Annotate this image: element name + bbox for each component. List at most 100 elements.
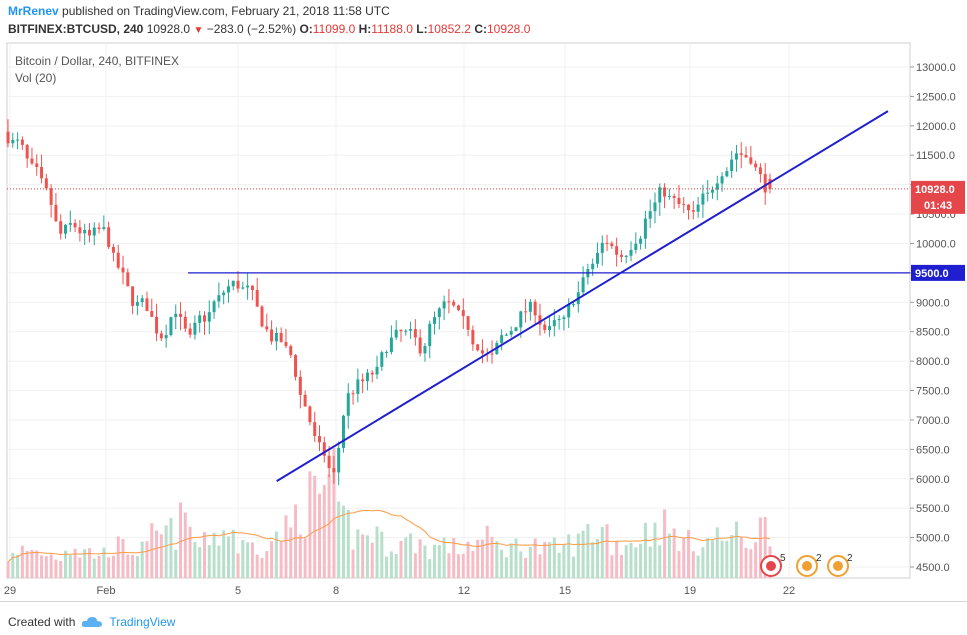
candle-body[interactable] [509, 331, 513, 335]
candle-body[interactable] [155, 316, 159, 334]
candle-body[interactable] [758, 167, 762, 175]
candle-body[interactable] [135, 301, 139, 306]
candle-body[interactable] [754, 163, 758, 168]
candle-body[interactable] [188, 328, 192, 335]
candle-body[interactable] [308, 406, 312, 423]
candle-body[interactable] [131, 286, 135, 306]
candle-body[interactable] [648, 211, 652, 219]
candle-body[interactable] [337, 447, 341, 473]
candle-body[interactable] [595, 252, 599, 264]
candle-body[interactable] [250, 285, 254, 291]
candle-body[interactable] [116, 252, 120, 268]
drawings[interactable] [7, 110, 910, 482]
price-axis[interactable]: 13000.012500.012000.011500.011000.010500… [910, 62, 965, 574]
candle-body[interactable] [447, 301, 451, 303]
candle-body[interactable] [677, 197, 681, 204]
candle-body[interactable] [394, 329, 398, 338]
candle-body[interactable] [159, 333, 163, 339]
candle-body[interactable] [140, 298, 144, 302]
candle-body[interactable] [653, 202, 657, 212]
tradingview-brand[interactable]: TradingView [109, 615, 176, 629]
candle-body[interactable] [246, 285, 250, 288]
candle-body[interactable] [461, 310, 465, 317]
candle-body[interactable] [710, 189, 714, 193]
candle-body[interactable] [452, 301, 456, 306]
candle-body[interactable] [715, 183, 719, 190]
candle-body[interactable] [433, 317, 437, 324]
candle-body[interactable] [241, 287, 245, 289]
candle-body[interactable] [562, 317, 566, 320]
candle-body[interactable] [255, 290, 259, 307]
candle-body[interactable] [289, 346, 293, 356]
author-name[interactable]: MrRenev [8, 4, 59, 18]
candle-body[interactable] [437, 308, 441, 318]
candle-body[interactable] [274, 332, 278, 342]
candle-body[interactable] [687, 204, 691, 211]
candle-body[interactable] [749, 157, 753, 164]
candle-body[interactable] [54, 204, 58, 222]
candle-body[interactable] [480, 350, 484, 354]
candle-body[interactable] [236, 280, 240, 289]
candle-body[interactable] [619, 254, 623, 257]
candle-body[interactable] [73, 222, 77, 228]
candle-body[interactable] [102, 227, 106, 229]
candle-body[interactable] [471, 329, 475, 345]
candle-body[interactable] [672, 196, 676, 198]
candle-body[interactable] [600, 242, 604, 253]
candle-body[interactable] [552, 320, 556, 327]
candle-body[interactable] [418, 337, 422, 354]
candle-body[interactable] [265, 326, 269, 330]
candle-body[interactable] [145, 298, 149, 312]
candle-body[interactable] [538, 315, 542, 325]
candle-body[interactable] [16, 139, 20, 141]
candle-body[interactable] [270, 329, 274, 342]
candle-body[interactable] [533, 301, 537, 316]
candle-body[interactable] [701, 193, 705, 205]
candle-body[interactable] [64, 224, 68, 234]
candle-body[interactable] [298, 376, 302, 395]
candle-body[interactable] [466, 316, 470, 330]
candle-body[interactable] [68, 222, 72, 225]
candle-body[interactable] [164, 335, 168, 339]
candle-body[interactable] [696, 204, 700, 212]
candle-body[interactable] [303, 394, 307, 407]
candle-body[interactable] [97, 227, 101, 229]
candle-body[interactable] [667, 196, 671, 198]
candle-body[interactable] [504, 334, 508, 336]
candle-body[interactable] [500, 335, 504, 343]
candle-body[interactable] [691, 210, 695, 212]
candle-body[interactable] [658, 187, 662, 203]
candle-body[interactable] [126, 272, 130, 287]
candle-body[interactable] [25, 144, 29, 159]
candle-body[interactable] [634, 243, 638, 250]
candle-body[interactable] [169, 317, 173, 336]
candle-body[interactable] [87, 229, 91, 236]
candle-body[interactable] [528, 301, 532, 312]
candle-body[interactable] [605, 242, 609, 244]
candle-body[interactable] [6, 131, 10, 144]
candle-body[interactable] [734, 153, 738, 160]
candle-body[interactable] [327, 455, 331, 469]
candle-body[interactable] [92, 227, 96, 236]
candle-body[interactable] [519, 311, 523, 328]
candle-body[interactable] [442, 301, 446, 309]
candle-body[interactable] [107, 227, 111, 247]
candle-body[interactable] [332, 468, 336, 473]
candle-body[interactable] [567, 304, 571, 318]
trendline[interactable] [276, 110, 889, 482]
candle-body[interactable] [706, 192, 710, 194]
candle-body[interactable] [346, 393, 350, 416]
candle-body[interactable] [20, 139, 24, 145]
candle-body[interactable] [150, 311, 154, 317]
candle-body[interactable] [380, 352, 384, 367]
candle-body[interactable] [294, 355, 298, 377]
candle-body[interactable] [404, 330, 408, 332]
candle-body[interactable] [35, 163, 39, 168]
candle-body[interactable] [581, 277, 585, 293]
candle-body[interactable] [44, 178, 48, 189]
candle-body[interactable] [389, 337, 393, 353]
candle-body[interactable] [413, 329, 417, 338]
candle-body[interactable] [739, 153, 743, 155]
candle-body[interactable] [615, 246, 619, 255]
candle-body[interactable] [610, 243, 614, 247]
